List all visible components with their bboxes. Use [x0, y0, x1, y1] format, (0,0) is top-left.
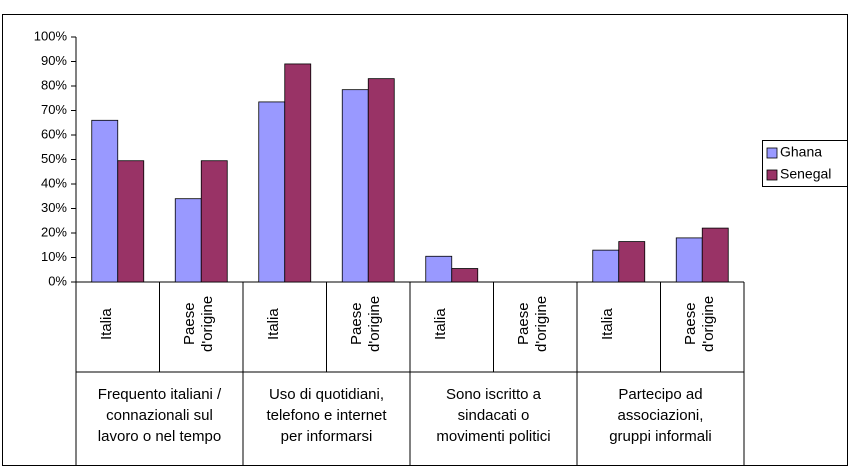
group-label: movimenti politici [436, 428, 550, 445]
y-tick-label: 60% [41, 126, 67, 141]
legend-swatch [766, 147, 778, 159]
x-tick-label: Italia [264, 308, 282, 340]
bar [91, 119, 119, 283]
group-label: Sono iscritto a [446, 386, 542, 403]
bar [675, 237, 703, 283]
bar [701, 227, 729, 283]
bar [592, 249, 620, 283]
legend-swatch [766, 169, 778, 181]
y-tick-label: 10% [41, 249, 67, 264]
bar [117, 160, 145, 283]
y-tick-label: 30% [41, 200, 67, 215]
group-label: gruppi informali [609, 428, 712, 445]
group-label: associazioni, [618, 407, 704, 424]
x-tick-label: Italia [97, 308, 115, 340]
x-tick-label: Paese d'origine [682, 295, 718, 353]
bar [258, 101, 286, 283]
legend-label: Ghana [780, 144, 822, 160]
group-label: connazionali sul [106, 407, 213, 424]
y-tick-label: 20% [41, 224, 67, 239]
y-tick-label: 50% [41, 151, 67, 166]
y-tick-label: 40% [41, 175, 67, 190]
group-label: Uso di quotidiani, [269, 386, 384, 403]
bar [451, 268, 479, 283]
y-tick-label: 70% [41, 102, 67, 117]
x-tick-label: Italia [431, 308, 449, 340]
bar [200, 160, 228, 283]
y-tick-label: 90% [41, 53, 67, 68]
y-tick-label: 0% [48, 273, 67, 288]
group-label: Frequento italiani / [98, 386, 222, 403]
bar [618, 241, 646, 283]
legend-label: Senegal [780, 166, 831, 182]
x-tick-label: Paese d'origine [181, 295, 217, 353]
y-tick-label: 80% [41, 77, 67, 92]
group-label: telefono e internet [266, 407, 387, 424]
x-tick-label: Paese d'origine [515, 295, 551, 353]
x-tick-label: Paese d'origine [348, 295, 384, 353]
x-tick-label: Italia [598, 308, 616, 340]
bar [284, 63, 312, 283]
bar [425, 255, 453, 283]
group-label: sindacati o [458, 407, 530, 424]
group-label: lavoro o nel tempo [98, 428, 221, 445]
group-label: Partecipo ad [618, 386, 702, 403]
bar [367, 78, 395, 283]
y-tick-label: 100% [34, 28, 68, 43]
bar [174, 198, 202, 283]
group-label: per informarsi [281, 428, 373, 445]
bar [341, 89, 369, 283]
